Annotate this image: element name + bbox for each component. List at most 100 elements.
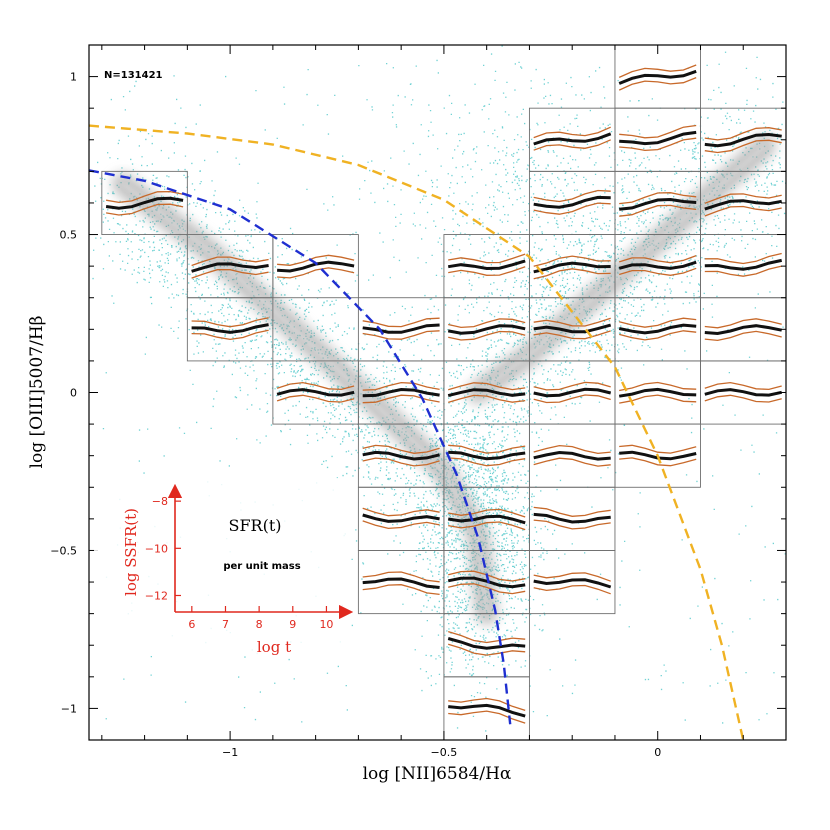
sfh-lower-curve bbox=[362, 394, 440, 404]
sfh-upper-curve bbox=[704, 193, 782, 204]
sfh-cell bbox=[614, 360, 701, 425]
sfh-lower-curve bbox=[704, 139, 782, 154]
sfh-lower-curve bbox=[362, 457, 440, 467]
inset-x-tick-label: 8 bbox=[256, 618, 263, 631]
y-tick-label: −0.5 bbox=[50, 544, 77, 557]
sfh-upper-curve bbox=[533, 381, 611, 391]
sfh-cell bbox=[528, 107, 616, 172]
sfh-median-curve bbox=[533, 450, 611, 461]
sfh-median-curve bbox=[618, 69, 697, 85]
sfh-median-curve bbox=[533, 132, 612, 146]
inset-y-tick-label: −10 bbox=[145, 542, 168, 555]
y-tick-label: 1 bbox=[70, 71, 77, 84]
sfh-lower-curve bbox=[362, 330, 440, 340]
sfh-median-curve bbox=[105, 196, 184, 210]
inset-y-tick-label: −12 bbox=[145, 589, 168, 602]
sfh-cell bbox=[357, 486, 445, 551]
sfh-cell bbox=[443, 234, 530, 299]
sfh-median-curve bbox=[704, 324, 782, 336]
x-tick-label: −0.5 bbox=[431, 746, 458, 759]
sfh-lower-curve bbox=[362, 584, 440, 596]
sfh-upper-curve bbox=[619, 124, 697, 139]
sfh-median-curve bbox=[448, 450, 526, 461]
sfh-upper-curve bbox=[533, 255, 611, 267]
sfh-lower-curve bbox=[533, 139, 611, 151]
sfh-upper-curve bbox=[362, 317, 440, 328]
sfh-median-curve bbox=[448, 703, 526, 718]
sfh-cell bbox=[614, 45, 701, 109]
sfh-cell bbox=[700, 360, 786, 425]
sfh-upper-curve bbox=[618, 64, 697, 78]
sfh-cell-frame bbox=[614, 423, 701, 488]
sfh-upper-curve bbox=[533, 444, 611, 455]
sfh-median-curve bbox=[447, 576, 526, 589]
sfh-median-curve bbox=[447, 637, 526, 650]
sfh-grid bbox=[101, 45, 786, 740]
sfh-lower-curve bbox=[704, 330, 782, 342]
sfh-upper-curve bbox=[533, 189, 611, 203]
inset-x-tick-label: 10 bbox=[319, 618, 333, 631]
inset-y-tick-label: −8 bbox=[152, 495, 168, 508]
sfh-upper-curve bbox=[191, 256, 269, 267]
sfh-median-curve bbox=[533, 387, 612, 398]
sfh-lower-curve bbox=[448, 521, 526, 531]
sfh-median-curve bbox=[362, 513, 440, 523]
y-tick-label: 0 bbox=[70, 387, 77, 400]
sfh-upper-curve bbox=[533, 572, 611, 582]
x-axis-title: log [NII]6584/Hα bbox=[363, 764, 512, 784]
sfh-median-curve bbox=[191, 323, 269, 334]
axis-ticks: −1 −0.5 0 −1 −0.5 0 0.5 1 bbox=[50, 44, 787, 759]
sfh-upper-curve bbox=[448, 697, 526, 712]
sfh-upper-curve bbox=[619, 192, 697, 205]
sfh-lower-curve bbox=[448, 330, 526, 341]
sfh-lower-curve bbox=[448, 457, 526, 467]
sfh-lower-curve bbox=[362, 520, 440, 530]
sfh-upper-curve bbox=[276, 381, 355, 391]
sfh-cell-frame bbox=[272, 234, 359, 299]
sfh-upper-curve bbox=[533, 317, 611, 327]
sfh-lower-curve bbox=[533, 268, 611, 280]
sfh-cell bbox=[528, 423, 616, 488]
sfh-median-curve bbox=[533, 512, 611, 524]
sfh-lower-curve bbox=[191, 329, 269, 341]
kewley-curve bbox=[89, 124, 745, 740]
sfh-median-curve bbox=[618, 387, 697, 398]
sfh-upper-curve bbox=[704, 381, 782, 391]
inset-background bbox=[94, 478, 351, 656]
sfh-median-curve bbox=[618, 260, 697, 270]
sfh-cell bbox=[614, 297, 701, 362]
sfh-median-curve bbox=[619, 130, 697, 146]
sfh-cell bbox=[614, 107, 701, 172]
sfh-lower-curve bbox=[105, 203, 184, 216]
sfh-lower-curve bbox=[533, 457, 611, 467]
sfh-cell-frame bbox=[528, 550, 616, 615]
sfh-cell bbox=[443, 676, 530, 740]
y-tick-label: −1 bbox=[61, 702, 77, 715]
sfh-cell bbox=[186, 297, 274, 362]
sfh-median-curve bbox=[619, 197, 697, 211]
sfh-lower-curve bbox=[533, 519, 611, 530]
sfh-lower-curve bbox=[533, 202, 611, 215]
sfh-upper-curve bbox=[448, 630, 526, 644]
sfh-median-curve bbox=[704, 258, 783, 271]
sfh-lower-curve bbox=[448, 643, 526, 656]
sfh-upper-curve bbox=[619, 254, 697, 264]
sfh-median-curve bbox=[447, 259, 526, 271]
sfh-median-curve bbox=[362, 323, 440, 334]
sfh-upper-curve bbox=[362, 381, 440, 391]
sfh-cell bbox=[357, 550, 445, 615]
sfh-lower-curve bbox=[619, 267, 697, 276]
sfh-upper-curve bbox=[191, 317, 269, 328]
sfh-median-curve bbox=[618, 323, 697, 335]
sfh-median-curve bbox=[533, 195, 611, 209]
sfh-lower-curve bbox=[704, 205, 782, 217]
sfh-cell-frame bbox=[101, 170, 188, 235]
sfh-upper-curve bbox=[277, 254, 355, 266]
sfh-upper-curve bbox=[704, 252, 782, 265]
sfh-median-curve bbox=[362, 450, 440, 461]
sfh-cell bbox=[357, 297, 445, 362]
sfh-upper-curve bbox=[448, 444, 526, 454]
sfh-upper-curve bbox=[448, 253, 526, 264]
sfh-median-curve bbox=[533, 323, 612, 334]
sfh-median-curve bbox=[276, 388, 355, 397]
